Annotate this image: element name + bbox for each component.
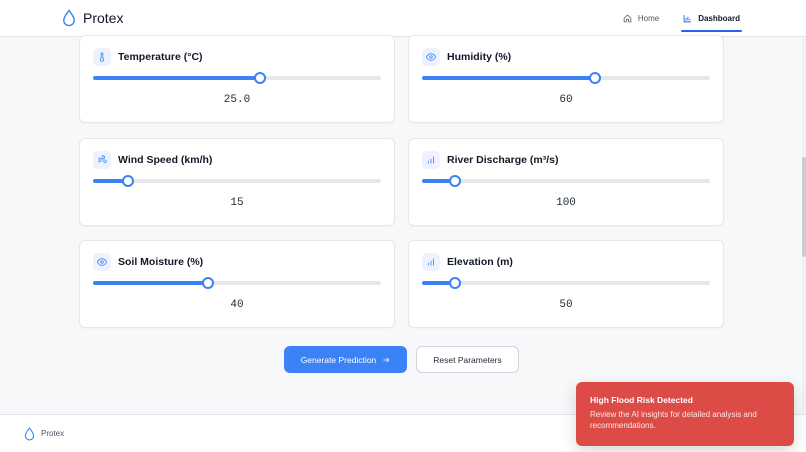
brand-logo[interactable]: Protex	[62, 9, 123, 27]
card-label: Temperature (°C)	[118, 51, 203, 63]
top-nav-bar: Protex Home Dashboard	[0, 0, 806, 37]
slider-fill	[422, 281, 456, 285]
card-value: 40	[230, 299, 244, 311]
card-value: 25.0	[223, 94, 251, 106]
parameter-card-soil-moisture: Soil Moisture (%) 40	[79, 240, 395, 328]
footer-brand: Protex	[41, 429, 65, 438]
reset-parameters-label: Reset Parameters	[433, 354, 502, 365]
home-icon	[623, 14, 632, 22]
slider-fill	[93, 281, 209, 285]
card-label: Wind Speed (km/h)	[118, 154, 213, 166]
parameter-card-elevation: Elevation (m) 50	[408, 240, 724, 328]
eye-icon	[93, 253, 111, 271]
card-value: 60	[559, 94, 573, 106]
toast-body: Review the AI insights for detailed anal…	[590, 410, 757, 430]
nav-dashboard[interactable]: Dashboard	[681, 8, 742, 32]
toast-title: High Flood Risk Detected	[590, 395, 693, 405]
slider-thumb[interactable]	[449, 175, 462, 187]
wind-speed-slider[interactable]	[93, 175, 381, 187]
soil-moisture-slider[interactable]	[93, 277, 381, 289]
card-label: River Discharge (m³/s)	[447, 154, 559, 166]
slider-fill	[93, 179, 128, 183]
slider-thumb[interactable]	[588, 72, 601, 84]
bar-chart-icon	[422, 151, 440, 169]
wind-icon	[93, 151, 111, 169]
eye-icon	[422, 48, 440, 66]
slider-fill	[422, 179, 456, 183]
scrollbar-thumb[interactable]	[802, 157, 806, 257]
card-label: Elevation (m)	[447, 256, 513, 268]
card-label: Soil Moisture (%)	[118, 256, 204, 268]
river-discharge-slider[interactable]	[422, 175, 710, 187]
parameter-card-wind-speed: Wind Speed (km/h) 15	[79, 138, 395, 226]
nav-home-label: Home	[637, 13, 660, 23]
water-drop-icon	[63, 9, 75, 27]
nav-dashboard-label: Dashboard	[698, 13, 740, 23]
card-value: 100	[556, 197, 576, 209]
slider-fill	[93, 76, 261, 80]
parameter-card-temperature: Temperature (°C) 25.0	[79, 35, 395, 123]
slider-thumb[interactable]	[202, 277, 215, 289]
bar-chart-icon	[422, 253, 440, 271]
thermometer-icon	[93, 48, 111, 66]
page-scrollbar[interactable]	[802, 37, 806, 414]
generate-prediction-label: Generate Prediction	[300, 354, 377, 365]
temperature-slider[interactable]	[93, 72, 381, 84]
card-value: 50	[559, 299, 573, 311]
water-drop-icon	[24, 426, 35, 440]
slider-thumb[interactable]	[121, 175, 134, 187]
card-label: Humidity (%)	[447, 51, 512, 63]
slider-thumb[interactable]	[449, 277, 462, 289]
reset-parameters-button[interactable]: Reset Parameters	[416, 346, 519, 373]
parameter-card-humidity: Humidity (%) 60	[408, 35, 724, 123]
brand-name: Protex	[83, 10, 124, 26]
parameter-card-river-discharge: River Discharge (m³/s) 100	[408, 138, 724, 226]
slider-thumb[interactable]	[254, 72, 267, 84]
arrow-right-icon	[383, 357, 390, 362]
elevation-slider[interactable]	[422, 277, 710, 289]
humidity-slider[interactable]	[422, 72, 710, 84]
nav-home[interactable]: Home	[621, 8, 661, 28]
main-nav: Home Dashboard	[621, 8, 742, 32]
card-value: 15	[230, 197, 244, 209]
generate-prediction-button[interactable]: Generate Prediction	[284, 346, 407, 373]
alert-toast[interactable]: High Flood Risk Detected Review the AI i…	[576, 382, 794, 446]
bar-chart-icon	[683, 14, 692, 22]
slider-fill	[422, 76, 595, 80]
